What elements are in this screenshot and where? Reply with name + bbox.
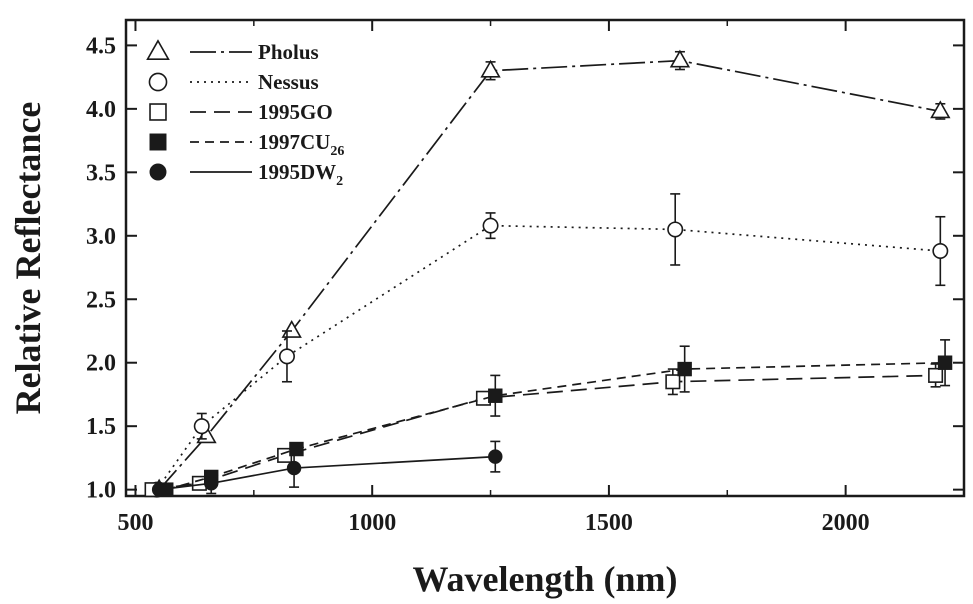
data-point [667, 221, 684, 238]
legend-marker [148, 72, 168, 92]
data-point [278, 348, 295, 365]
y-tick-label: 3.5 [86, 160, 116, 186]
legend-entry-1: Nessus [148, 70, 319, 94]
data-point [932, 243, 949, 260]
x-tick-label: 500 [117, 510, 153, 536]
data-point [482, 217, 499, 234]
series-2 [144, 363, 944, 498]
data-point [488, 449, 503, 464]
legend-label: Nessus [258, 70, 319, 94]
x-tick-label: 2000 [822, 510, 870, 536]
plot-frame [124, 18, 966, 498]
series-line [151, 374, 936, 491]
axis-tick-labels: 500 1000 1500 2000 1.0 1.5 2.0 2.5 3.0 3.5 4.0 4.5 [86, 33, 870, 536]
y-tick-label: 4.0 [86, 97, 116, 123]
legend-marker [149, 103, 167, 121]
x-tick-label: 1500 [585, 510, 633, 536]
series-line [166, 361, 946, 491]
data-point [480, 59, 501, 78]
legend-label: Pholus [258, 40, 319, 64]
data-point [193, 418, 210, 435]
legend-label: 1995DW2 [258, 160, 343, 189]
data-point [928, 367, 944, 383]
legend-marker [149, 133, 167, 151]
series-layer [144, 49, 953, 498]
y-tick-label: 2.5 [86, 287, 116, 313]
y-axis-title: Relative Reflectance [8, 102, 48, 415]
y-tick-label: 4.5 [86, 33, 116, 59]
data-point [286, 460, 302, 476]
legend-entry-2: 1995GO [149, 100, 333, 124]
legend-label: 1997CU26 [258, 130, 344, 159]
data-point [937, 355, 953, 370]
data-point [151, 482, 167, 497]
data-point [204, 476, 219, 491]
series-line [159, 455, 496, 491]
x-tick-label: 1000 [348, 510, 396, 536]
legend-entry-0: Pholus [146, 39, 319, 64]
data-point [665, 374, 681, 390]
data-point [488, 388, 503, 403]
legend-marker [146, 39, 170, 61]
axis-ticks [126, 20, 964, 496]
y-tick-label: 1.0 [86, 478, 116, 504]
data-point [669, 49, 691, 68]
series-line [156, 224, 941, 491]
legend-entry-4: 1995DW2 [149, 160, 343, 189]
y-tick-label: 2.0 [86, 351, 116, 377]
x-axis-title: Wavelength (nm) [413, 559, 678, 599]
series-4 [151, 440, 503, 497]
data-point [930, 100, 951, 119]
legend-label: 1995GO [258, 100, 333, 124]
legend-entry-3: 1997CU26 [149, 130, 344, 159]
y-tick-label: 1.5 [86, 414, 116, 440]
series-line [158, 59, 941, 491]
data-point [677, 361, 692, 377]
series-1 [148, 193, 949, 498]
y-tick-label: 3.0 [86, 224, 116, 250]
legend-marker [149, 163, 167, 181]
